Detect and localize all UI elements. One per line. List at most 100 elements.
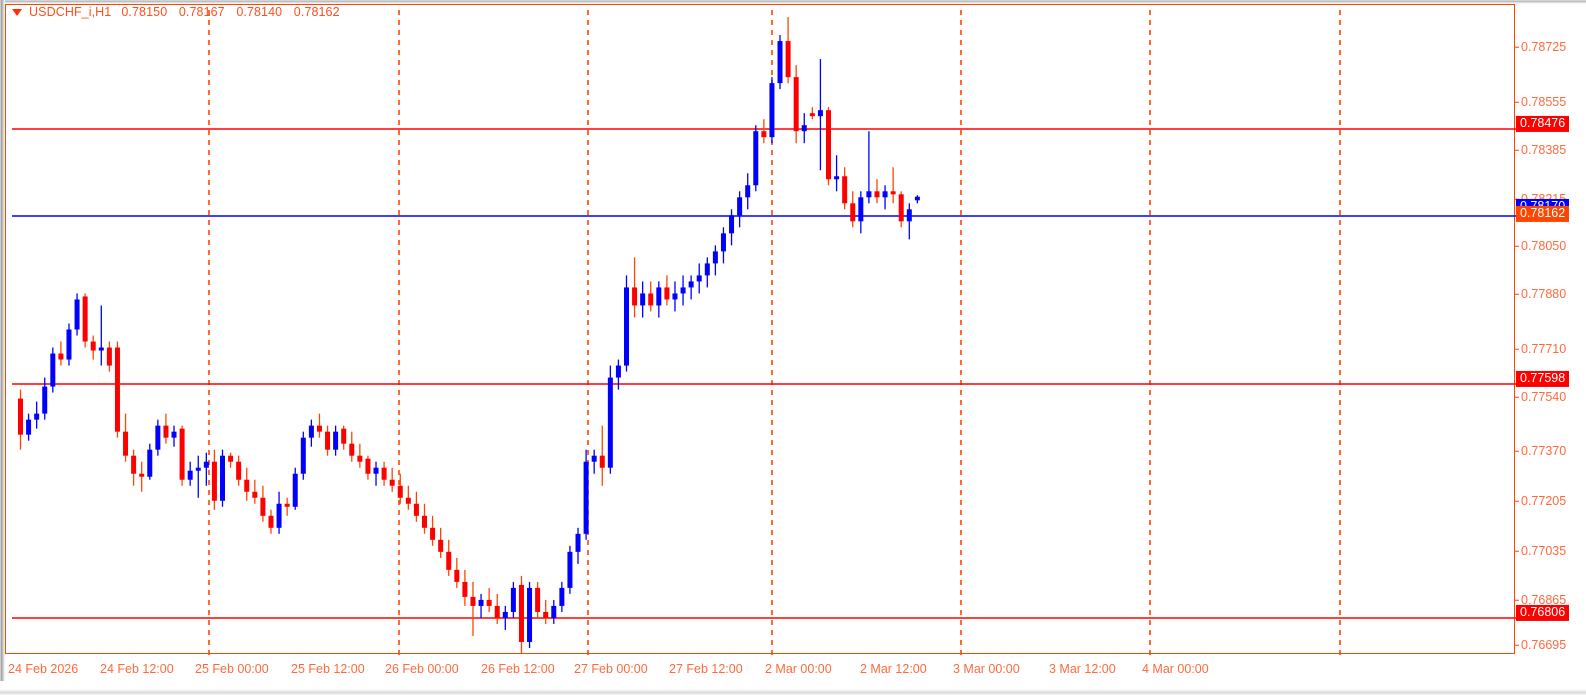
candlestick[interactable]: [405, 485, 411, 510]
candlestick[interactable]: [90, 335, 96, 360]
candlestick[interactable]: [341, 425, 347, 450]
candlestick[interactable]: [211, 449, 217, 510]
candlestick[interactable]: [260, 485, 266, 522]
candlestick[interactable]: [834, 155, 840, 192]
candlestick[interactable]: [349, 431, 355, 462]
candlestick[interactable]: [640, 281, 646, 318]
candlestick[interactable]: [26, 413, 32, 441]
candlestick[interactable]: [777, 35, 783, 90]
candlestick[interactable]: [664, 275, 670, 306]
candlestick[interactable]: [502, 605, 508, 630]
candlestick[interactable]: [155, 419, 161, 456]
candlestick[interactable]: [817, 59, 823, 171]
candlestick[interactable]: [583, 449, 589, 540]
candlestick[interactable]: [745, 173, 751, 210]
candlestick[interactable]: [494, 593, 500, 624]
candlestick[interactable]: [365, 455, 371, 480]
candlestick[interactable]: [284, 497, 290, 516]
candlestick[interactable]: [898, 191, 904, 228]
candlestick[interactable]: [34, 401, 40, 429]
price-marker-label[interactable]: 0.76806: [1516, 604, 1570, 622]
candlestick[interactable]: [809, 107, 815, 120]
candlestick[interactable]: [316, 413, 322, 438]
candlestick[interactable]: [599, 425, 605, 486]
candlestick[interactable]: [559, 581, 565, 612]
candlestick[interactable]: [82, 293, 88, 348]
candlestick[interactable]: [510, 581, 516, 618]
candlestick[interactable]: [737, 191, 743, 228]
candlestick[interactable]: [430, 515, 436, 546]
candlestick[interactable]: [793, 65, 799, 144]
candlestick[interactable]: [648, 281, 654, 312]
candlestick[interactable]: [890, 167, 896, 204]
candlestick[interactable]: [357, 443, 363, 468]
candlestick[interactable]: [850, 191, 856, 228]
candlestick[interactable]: [567, 545, 573, 594]
candlestick[interactable]: [826, 107, 831, 186]
candlestick[interactable]: [906, 203, 912, 240]
candlestick[interactable]: [688, 275, 694, 300]
candlestick[interactable]: [106, 341, 112, 372]
candlestick[interactable]: [842, 167, 848, 210]
candlestick[interactable]: [858, 191, 864, 234]
price-marker-label[interactable]: 0.78162: [1516, 205, 1570, 223]
candlestick[interactable]: [753, 125, 759, 192]
candlestick[interactable]: [470, 581, 476, 636]
candlestick[interactable]: [527, 581, 533, 648]
price-marker-label[interactable]: 0.77598: [1516, 370, 1570, 388]
candlestick[interactable]: [454, 557, 460, 588]
candlestick[interactable]: [874, 179, 880, 204]
candlestick[interactable]: [292, 467, 298, 510]
candlestick[interactable]: [729, 209, 735, 246]
candlestick[interactable]: [518, 575, 524, 654]
candlestick[interactable]: [882, 185, 888, 210]
candlestick[interactable]: [712, 245, 718, 276]
candlestick[interactable]: [672, 281, 678, 312]
candlestick[interactable]: [914, 195, 920, 204]
candlestick[interactable]: [50, 347, 56, 393]
candlestick[interactable]: [139, 461, 145, 492]
candlestick[interactable]: [462, 569, 468, 606]
candlestick[interactable]: [720, 227, 726, 264]
candlestick[interactable]: [591, 449, 597, 474]
candlestick[interactable]: [381, 461, 387, 486]
candlestick[interactable]: [624, 275, 629, 372]
candlestick[interactable]: [446, 539, 452, 576]
candlestick[interactable]: [373, 461, 379, 486]
candlestick[interactable]: [632, 257, 638, 318]
candlestick[interactable]: [98, 305, 104, 366]
candlestick[interactable]: [308, 419, 314, 447]
candlestick[interactable]: [163, 413, 169, 444]
candlestick[interactable]: [397, 473, 403, 504]
candlestick[interactable]: [422, 503, 427, 534]
candlestick-plot-area[interactable]: [12, 10, 1521, 659]
candlestick[interactable]: [18, 389, 23, 450]
candlestick[interactable]: [696, 263, 702, 294]
candlestick[interactable]: [220, 449, 225, 507]
candlestick[interactable]: [551, 599, 557, 624]
candlestick[interactable]: [42, 377, 48, 420]
candlestick[interactable]: [761, 119, 767, 144]
candlestick[interactable]: [300, 431, 306, 480]
candlestick[interactable]: [615, 359, 621, 390]
candlestick[interactable]: [680, 275, 686, 306]
candlestick[interactable]: [769, 77, 775, 144]
triangle-down-icon[interactable]: [12, 8, 22, 16]
candlestick[interactable]: [801, 113, 807, 144]
candlestick[interactable]: [179, 425, 185, 486]
candlestick[interactable]: [704, 257, 710, 288]
candlestick[interactable]: [147, 443, 153, 480]
candlestick[interactable]: [413, 491, 419, 522]
candlestick[interactable]: [123, 413, 129, 462]
candlestick[interactable]: [486, 587, 492, 612]
price-marker-label[interactable]: 0.78476: [1516, 115, 1570, 133]
time-axis[interactable]: 24 Feb 2026 24 Feb 12:00 25 Feb 00:00 25 Fe…: [0, 660, 1586, 688]
candlestick[interactable]: [543, 599, 549, 624]
candlestick[interactable]: [236, 455, 242, 486]
candlestick[interactable]: [195, 455, 201, 498]
candlestick[interactable]: [535, 581, 541, 618]
candlestick[interactable]: [276, 491, 282, 534]
candlestick[interactable]: [268, 509, 274, 534]
candlestick[interactable]: [203, 452, 209, 486]
candlestick[interactable]: [333, 425, 339, 456]
